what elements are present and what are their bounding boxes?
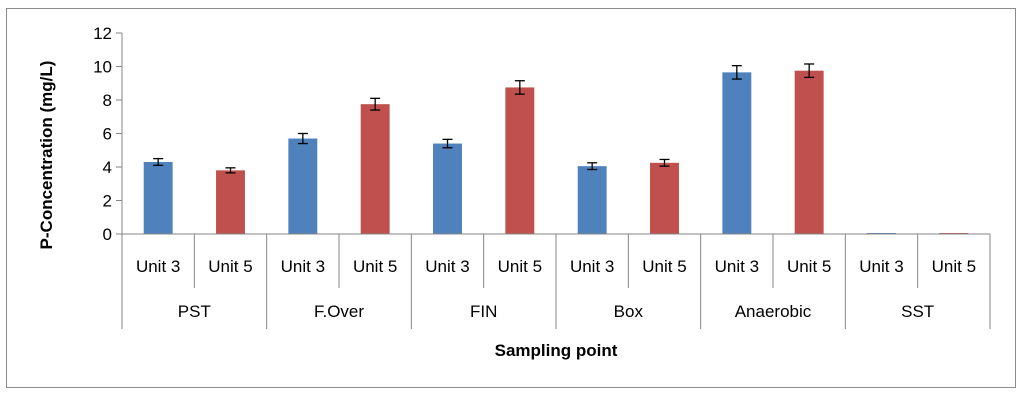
category-label: Unit 3 xyxy=(425,257,469,276)
group-label: SST xyxy=(901,302,934,321)
category-label: Unit 3 xyxy=(715,257,759,276)
x-axis-title: Sampling point xyxy=(495,341,618,360)
bar-fin-unit-5 xyxy=(505,87,535,234)
bar-anaerobic-unit-3 xyxy=(722,72,752,234)
error-bar xyxy=(659,158,670,167)
group-label: Anaerobic xyxy=(735,302,812,321)
group-label: F.Over xyxy=(314,302,364,321)
category-label: Unit 5 xyxy=(642,257,686,276)
error-bar xyxy=(370,97,381,111)
bar-f-over-unit-3 xyxy=(288,138,318,234)
error-bar xyxy=(731,65,742,80)
y-axis-title: P-Concentration (mg/L) xyxy=(37,61,56,250)
category-label: Unit 3 xyxy=(281,257,325,276)
y-tick-label: 2 xyxy=(103,192,112,211)
x-axis: Unit 3 Unit 5 PST Unit 3 Unit 5 F.Over Unit 3 U… xyxy=(121,233,991,329)
category-label: Unit 5 xyxy=(787,257,831,276)
bar-pst-unit-3 xyxy=(143,161,173,234)
bars-layer xyxy=(143,63,969,234)
group-label: Box xyxy=(614,302,644,321)
error-bar xyxy=(297,132,308,145)
y-tick-label: 8 xyxy=(103,91,112,110)
category-label: Unit 5 xyxy=(932,257,976,276)
bar-anaerobic-unit-5 xyxy=(794,70,824,234)
bar-f-over-unit-5 xyxy=(360,104,390,234)
category-label: Unit 3 xyxy=(570,257,614,276)
y-tick-label: 0 xyxy=(103,225,112,244)
error-bar xyxy=(442,138,453,149)
category-label: Unit 3 xyxy=(136,257,180,276)
bar-fin-unit-3 xyxy=(433,143,462,234)
y-tick-label: 4 xyxy=(103,158,112,177)
group-label: FIN xyxy=(470,302,497,321)
category-label: Unit 5 xyxy=(498,257,542,276)
y-tick-label: 10 xyxy=(93,58,112,77)
y-tick-label: 6 xyxy=(103,125,112,144)
error-bar xyxy=(804,63,815,79)
bar-box-unit-3 xyxy=(577,166,607,234)
category-label: Unit 5 xyxy=(353,257,397,276)
error-bar xyxy=(225,167,236,174)
bar-box-unit-5 xyxy=(650,162,679,234)
y-axis: 0 2 4 6 8 10 12 xyxy=(93,24,123,244)
error-bar xyxy=(514,80,525,95)
group-label: PST xyxy=(178,302,211,321)
y-tick-label: 12 xyxy=(93,24,112,43)
category-label: Unit 5 xyxy=(208,257,252,276)
error-bar xyxy=(153,157,164,166)
error-bar xyxy=(587,162,598,171)
category-label: Unit 3 xyxy=(859,257,903,276)
bar-pst-unit-5 xyxy=(216,170,245,234)
